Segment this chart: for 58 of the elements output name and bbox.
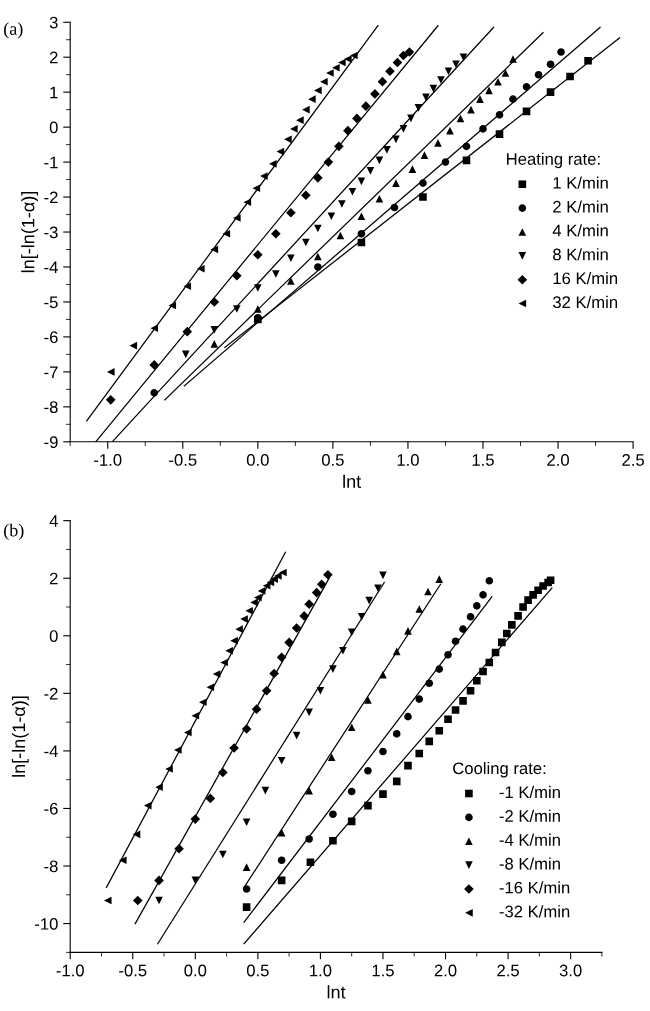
text: (b) xyxy=(4,523,24,541)
y-tick-label: 0 xyxy=(49,121,58,134)
y-tick-label: -4 xyxy=(44,745,58,757)
y-tick-label: 4 xyxy=(49,515,58,527)
legend-label: -16 K/min xyxy=(499,881,570,894)
legend-label: -32 K/min xyxy=(499,905,570,918)
y-tick-label: 0 xyxy=(49,630,58,642)
y-axis-title: ln[-ln(1-α)] xyxy=(11,696,29,777)
text: (a) xyxy=(4,22,23,39)
legend-label: -4 K/min xyxy=(499,833,560,846)
legend-label: 32 K/min xyxy=(552,295,618,309)
legend-label: 4 K/min xyxy=(552,224,608,237)
y-tick-label: 2 xyxy=(49,51,58,64)
legend-label: -2 K/min xyxy=(499,809,560,822)
x-tick-label: -0.5 xyxy=(119,964,147,977)
y-tick-label: -6 xyxy=(44,802,58,815)
legend-label: 2 K/min xyxy=(553,200,608,213)
x-tick-label: 2.5 xyxy=(622,454,644,466)
y-tick-label: -2 xyxy=(44,191,58,204)
x-axis-title: lnt xyxy=(343,474,362,488)
legend-label: -1 K/min xyxy=(499,785,560,799)
x-tick-label: 1.5 xyxy=(372,964,394,977)
x-tick-label: 1.5 xyxy=(472,454,494,466)
y-tick-label: -4 xyxy=(44,261,58,274)
x-tick-label: 0.5 xyxy=(321,454,344,466)
y-tick-label: -6 xyxy=(44,331,58,344)
x-tick-label: 0.0 xyxy=(184,964,207,977)
x-tick-label: 1.0 xyxy=(397,454,419,466)
legend-label: 8 K/min xyxy=(553,248,608,261)
y-tick-label: -8 xyxy=(44,860,58,873)
y-tick-label: -10 xyxy=(35,917,58,930)
y-tick-label: 3 xyxy=(49,16,58,29)
y-tick-label: -2 xyxy=(44,687,58,700)
legend-label: 16 K/min xyxy=(553,272,618,285)
x-tick-label: 0.5 xyxy=(246,964,269,977)
x-tick-label: 0.0 xyxy=(246,454,269,466)
x-tick-label: 3.0 xyxy=(559,964,582,977)
legend-title: Heating rate: xyxy=(507,152,600,169)
legend-label: 1 K/min xyxy=(553,176,608,189)
y-tick-label: 2 xyxy=(49,572,58,585)
x-tick-label: 2.0 xyxy=(434,964,457,977)
y-tick-label: -3 xyxy=(44,226,58,239)
x-tick-label: 2.0 xyxy=(547,454,569,466)
y-tick-label: -8 xyxy=(44,401,58,414)
y-tick-label: -5 xyxy=(44,296,58,309)
y-tick-label: 1 xyxy=(50,86,58,99)
x-tick-label: 1.0 xyxy=(310,964,332,977)
x-tick-label: -0.5 xyxy=(169,454,197,466)
x-axis-title: lnt xyxy=(327,985,346,999)
y-tick-label: -9 xyxy=(44,436,58,449)
legend-label: -8 K/min xyxy=(499,857,560,870)
x-tick-label: 2.5 xyxy=(497,964,519,977)
y-axis-title: ln[-ln(1-α)] xyxy=(21,191,39,273)
x-tick-label: -1.0 xyxy=(94,454,122,466)
y-tick-label: -1 xyxy=(44,156,58,169)
legend-title: Cooling rate: xyxy=(453,761,546,778)
x-tick-label: -1.0 xyxy=(56,964,84,977)
y-tick-label: -7 xyxy=(44,366,58,378)
